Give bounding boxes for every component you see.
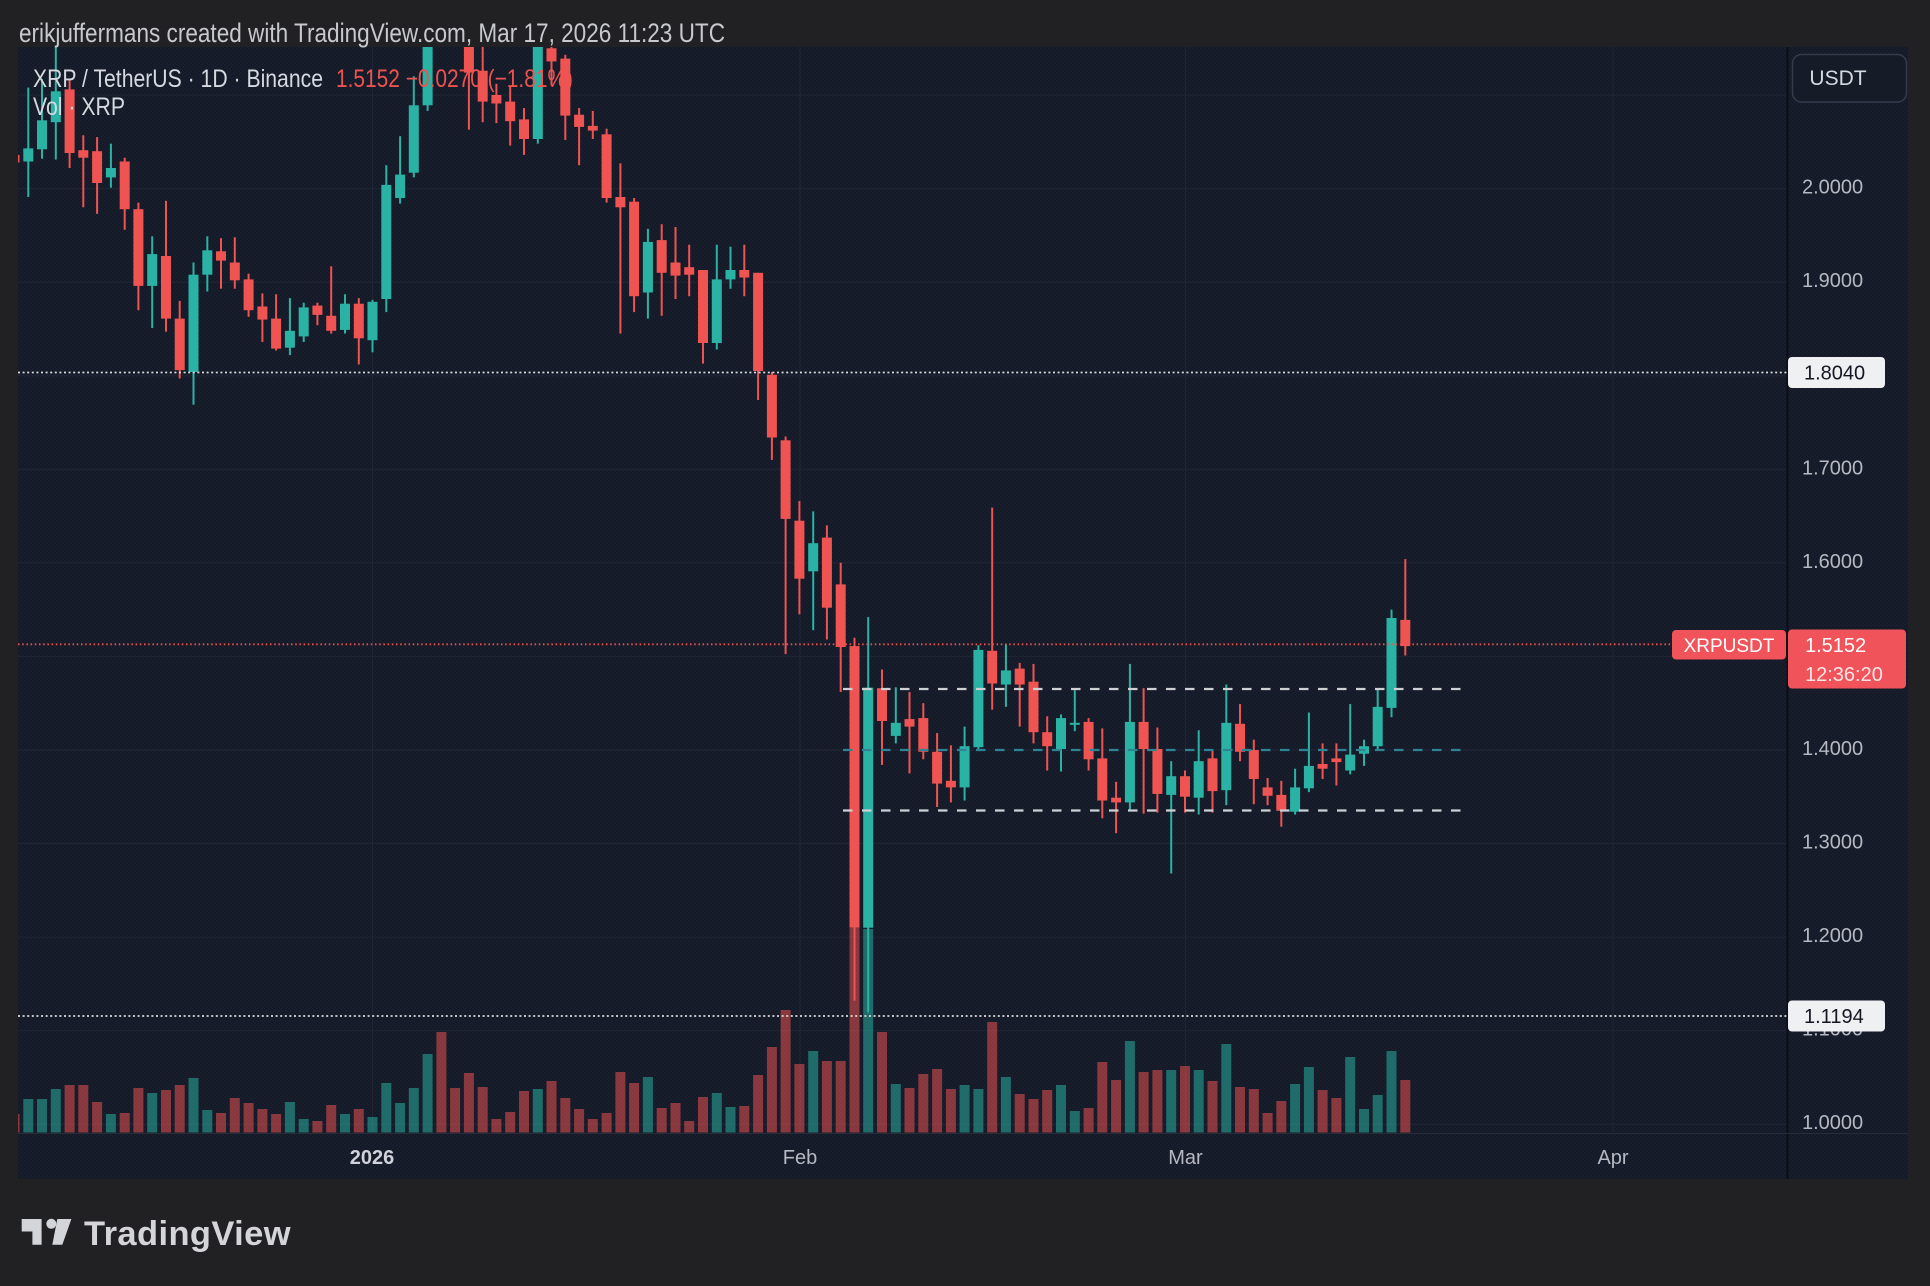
svg-text:1.8040: 1.8040 — [1804, 363, 1865, 385]
svg-text:XRPUSDT: XRPUSDT — [1684, 636, 1775, 657]
svg-text:2.0000: 2.0000 — [1802, 177, 1863, 199]
svg-text:1.2000: 1.2000 — [1802, 925, 1863, 947]
svg-text:USDT: USDT — [1809, 67, 1866, 90]
svg-text:1.7000: 1.7000 — [1802, 457, 1863, 479]
svg-text:1.4000: 1.4000 — [1802, 738, 1863, 760]
svg-text:Feb: Feb — [783, 1147, 817, 1169]
svg-text:1.6000: 1.6000 — [1802, 551, 1863, 573]
svg-text:1.0000: 1.0000 — [1802, 1112, 1863, 1134]
svg-text:Apr: Apr — [1597, 1147, 1628, 1169]
svg-text:12:36:20: 12:36:20 — [1805, 664, 1883, 686]
svg-text:1.5152 −0.0270 (−1.81%): 1.5152 −0.0270 (−1.81%) — [336, 65, 573, 93]
svg-text:Mar: Mar — [1168, 1147, 1203, 1169]
svg-text:1.1194: 1.1194 — [1804, 1006, 1864, 1028]
svg-text:erikjuffermans created with Tr: erikjuffermans created with TradingView.… — [19, 18, 725, 48]
svg-text:XRP / TetherUS · 1D · Binance: XRP / TetherUS · 1D · Binance — [33, 65, 323, 93]
svg-text:1.9000: 1.9000 — [1802, 270, 1863, 292]
svg-text:1.5152: 1.5152 — [1805, 635, 1866, 657]
svg-text:TradingView: TradingView — [84, 1215, 291, 1253]
svg-text:2026: 2026 — [350, 1147, 395, 1169]
svg-text:1.3000: 1.3000 — [1802, 832, 1863, 854]
svg-text:Vol · XRP: Vol · XRP — [33, 93, 125, 121]
